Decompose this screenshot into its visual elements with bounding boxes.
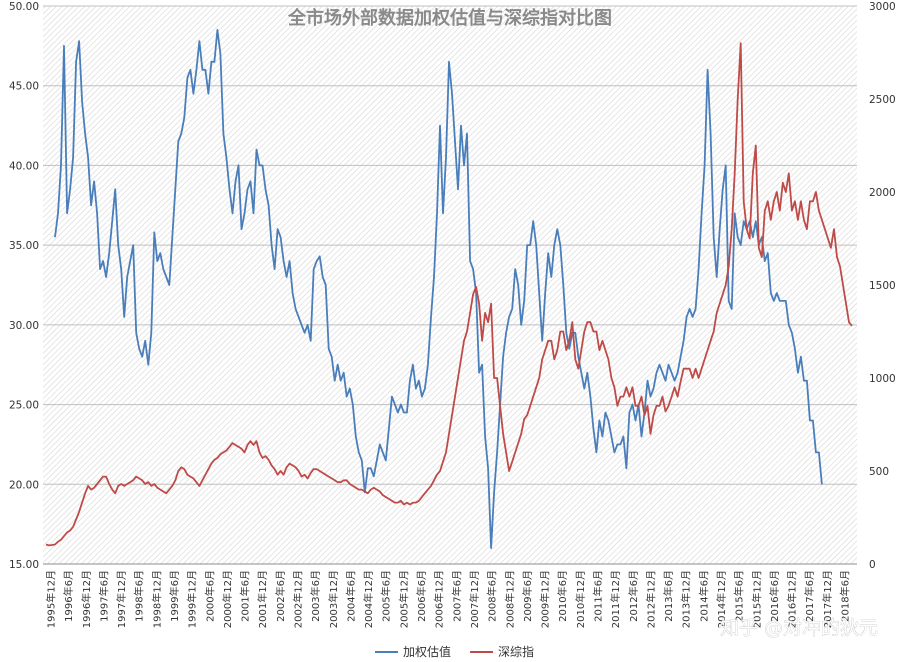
x-tick-label: 2012年6月 [627, 570, 640, 622]
x-tick-label: 2010年12月 [574, 570, 587, 628]
x-tick-label: 2002年12月 [292, 570, 305, 628]
left-tick-label: 45.00 [9, 81, 39, 93]
left-axis: 15.00 20.00 25.00 30.00 35.00 40.00 45.00 50.00 [9, 1, 39, 571]
x-tick-label: 1999年12月 [186, 570, 199, 628]
x-tick-label: 2013年12月 [680, 570, 693, 628]
right-tick-label: 1500 [869, 280, 896, 292]
chart-title: 全市场外部数据加权估值与深综指对比图 [287, 7, 612, 29]
x-tick-label: 1998年12月 [150, 570, 163, 628]
legend: 加权估值 深综指 [375, 644, 534, 659]
x-tick-label: 1997年12月 [115, 570, 128, 628]
legend-label-shenzhen-composite: 深综指 [498, 644, 534, 659]
left-tick-label: 35.00 [9, 240, 39, 252]
x-tick-label: 2006年6月 [415, 570, 428, 622]
left-tick-label: 25.00 [9, 400, 39, 412]
x-axis: 1995年12月 1996年6月 1996年12月 1997年6月 1997年12月 19… [43, 563, 857, 628]
x-tick-label: 2001年12月 [256, 570, 269, 628]
right-tick-label: 0 [869, 559, 876, 571]
right-tick-label: 2000 [869, 187, 896, 199]
watermark: 知乎 @对冲的狄元 [720, 617, 878, 639]
series-layer [45, 28, 853, 549]
x-tick-label: 2011年12月 [609, 570, 622, 628]
gridlines [43, 5, 857, 565]
left-tick-label: 15.00 [9, 559, 39, 571]
x-tick-label: 2009年12月 [539, 570, 552, 628]
x-tick-label: 2010年6月 [556, 570, 569, 622]
x-tick-label: 2015年12月 [750, 570, 763, 628]
x-tick-label: 2005年6月 [380, 570, 393, 622]
x-tick-label: 2012年12月 [644, 570, 657, 628]
x-tick-label: 2008年6月 [486, 570, 499, 622]
x-tick-label: 2002年6月 [274, 570, 287, 622]
right-tick-label: 500 [869, 466, 889, 478]
right-tick-label: 3000 [869, 1, 896, 13]
left-tick-label: 20.00 [9, 479, 39, 491]
right-axis: 0 500 1000 1500 2000 2500 3000 [869, 1, 896, 571]
x-tick-label: 2007年12月 [468, 570, 481, 628]
x-tick-label: 2006年12月 [433, 570, 446, 628]
x-tick-label: 2011年6月 [591, 570, 604, 622]
x-tick-label: 2014年12月 [715, 570, 728, 628]
x-tick-label: 2000年6月 [203, 570, 216, 622]
x-tick-label: 2001年6月 [239, 570, 252, 622]
x-tick-label: 1999年6月 [168, 570, 181, 622]
x-tick-label: 1995年12月 [45, 570, 58, 628]
right-tick-label: 1000 [869, 373, 896, 385]
left-tick-label: 50.00 [9, 1, 39, 13]
left-tick-label: 40.00 [9, 160, 39, 172]
x-tick-label: 2004年12月 [362, 570, 375, 628]
x-tick-label: 2003年12月 [327, 570, 340, 628]
x-tick-label: 2003年6月 [309, 570, 322, 622]
x-tick-label: 2015年6月 [733, 570, 746, 622]
x-tick-label: 2014年6月 [697, 570, 710, 622]
series-line-weighted-valuation [54, 28, 823, 549]
x-tick-label: 2017年12月 [821, 570, 834, 628]
x-tick-label: 2013年6月 [662, 570, 675, 622]
right-tick-label: 2500 [869, 94, 896, 106]
x-tick-label: 2016年6月 [768, 570, 781, 622]
left-tick-label: 30.00 [9, 320, 39, 332]
plot-area [43, 6, 857, 564]
x-tick-label: 2000年12月 [221, 570, 234, 628]
x-tick-label: 2008年12月 [503, 570, 516, 628]
x-tick-label: 2018年6月 [839, 570, 852, 622]
x-tick-label: 1998年6月 [133, 570, 146, 622]
x-tick-label: 2007年6月 [450, 570, 463, 622]
x-tick-label: 2017年6月 [803, 570, 816, 622]
x-tick-label: 1997年6月 [97, 570, 110, 622]
legend-label-weighted-valuation: 加权估值 [403, 644, 451, 659]
x-tick-label: 2009年6月 [521, 570, 534, 622]
x-tick-label: 1996年12月 [80, 570, 93, 628]
x-tick-label: 1996年6月 [62, 570, 75, 622]
x-tick-label: 2004年6月 [344, 570, 357, 622]
x-tick-label: 2016年12月 [786, 570, 799, 628]
x-tick-label: 2005年12月 [397, 570, 410, 628]
series-line-shenzhen-composite [45, 42, 853, 547]
